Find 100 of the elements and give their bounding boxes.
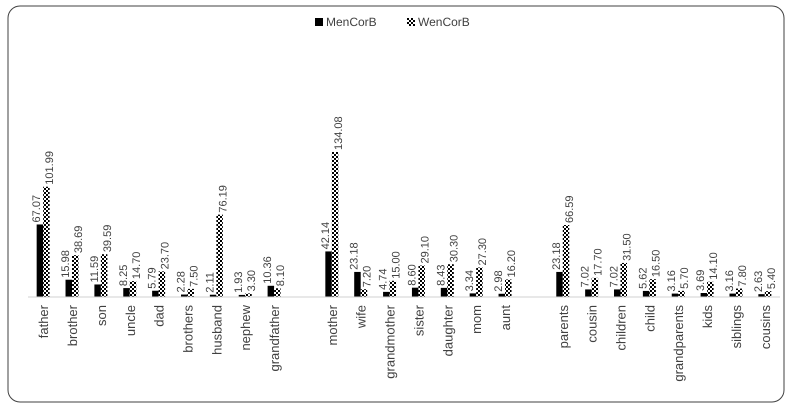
data-label: 7.02 — [580, 266, 592, 288]
bar — [505, 279, 512, 297]
data-label: 30.30 — [448, 234, 460, 262]
x-tick-label: father — [36, 304, 52, 338]
data-label: 8.43 — [435, 264, 448, 286]
data-label: 2.11 — [204, 272, 216, 293]
data-label: 3.16 — [666, 270, 678, 292]
x-tick-label: wife — [354, 305, 369, 330]
data-label: 42.14 — [320, 222, 332, 250]
x-tick-label: grandfather — [267, 304, 282, 372]
data-label: 39.59 — [102, 224, 114, 252]
data-label: 2.98 — [493, 270, 506, 292]
data-label: 38.69 — [73, 226, 86, 254]
bar — [268, 286, 274, 297]
data-label: 16.50 — [650, 250, 662, 278]
bar — [390, 280, 396, 297]
x-tick-label: grandmother — [382, 304, 398, 379]
bar — [412, 288, 418, 297]
data-label: 23.18 — [550, 242, 563, 270]
data-label: 8.60 — [406, 264, 418, 286]
x-tick-label: children — [614, 305, 629, 351]
bar — [360, 289, 368, 297]
bar — [440, 288, 448, 297]
bar — [614, 289, 621, 297]
x-tick-label: uncle — [122, 305, 138, 336]
x-tick-label: dad — [152, 305, 167, 327]
data-label: 2.63 — [752, 270, 765, 292]
bar — [100, 254, 108, 297]
bar — [764, 291, 772, 297]
data-label: 3.69 — [695, 270, 708, 292]
x-tick-label: cousin — [584, 305, 600, 343]
x-tick-label: mom — [469, 305, 484, 334]
bar — [130, 281, 136, 297]
bar — [325, 251, 332, 297]
x-tick-label: mother — [324, 304, 340, 346]
data-label: 27.30 — [477, 238, 490, 266]
bar — [94, 284, 101, 297]
data-label: 76.19 — [217, 185, 230, 213]
data-label: 23.18 — [348, 242, 361, 270]
x-tick-label: kids — [700, 304, 716, 328]
data-label: 67.07 — [31, 194, 44, 222]
data-label: 3.16 — [724, 270, 736, 292]
data-label: 8.10 — [275, 264, 288, 286]
x-tick-label: daughter — [440, 304, 456, 356]
data-label: 4.74 — [378, 268, 390, 290]
x-tick-label: brothers — [180, 304, 196, 353]
bar — [592, 278, 598, 297]
bar — [649, 279, 656, 297]
bar — [43, 186, 50, 297]
data-label: 101.99 — [44, 151, 56, 185]
x-tick-label: cousins — [758, 304, 773, 350]
x-tick-label: son — [94, 305, 109, 326]
bar — [332, 152, 338, 297]
bar — [556, 272, 563, 297]
bar — [66, 280, 72, 297]
x-tick-label: aunt — [498, 304, 514, 330]
data-label: 5.40 — [766, 268, 778, 290]
x-tick-label: brother — [65, 304, 80, 346]
data-label: 23.70 — [160, 242, 172, 270]
x-tick-label: parents — [556, 304, 571, 348]
data-label: 17.70 — [592, 248, 605, 276]
legend-label: MenCorB — [326, 15, 377, 29]
x-tick-label: siblings — [728, 304, 744, 348]
bar — [274, 288, 281, 297]
bar — [562, 224, 570, 297]
data-label: 7.20 — [362, 266, 374, 288]
data-label: 7.02 — [608, 266, 621, 288]
x-tick-label: grandparents — [671, 304, 686, 382]
bar — [476, 267, 483, 297]
bar — [418, 266, 425, 297]
bar — [158, 271, 166, 297]
x-tick-label: sister — [411, 304, 426, 336]
data-label: 3.30 — [246, 270, 258, 292]
data-label: 14.10 — [708, 252, 720, 280]
data-label: 10.36 — [262, 256, 274, 284]
data-label: 11.59 — [88, 256, 101, 282]
data-label: 3.34 — [464, 270, 476, 292]
bar — [736, 288, 742, 297]
data-label: 1.93 — [233, 271, 246, 293]
data-label: 7.80 — [736, 265, 749, 287]
bar — [620, 262, 627, 297]
data-label: 2.28 — [175, 271, 188, 293]
bar — [447, 264, 454, 297]
data-label: 134.08 — [332, 116, 345, 150]
legend-label: WenCorB — [418, 15, 470, 29]
data-label: 29.10 — [419, 236, 432, 264]
data-label: 31.50 — [622, 233, 634, 261]
bar — [36, 224, 44, 297]
data-label: 5.70 — [679, 267, 692, 289]
data-label: 66.59 — [564, 195, 576, 223]
data-label: 8.25 — [118, 264, 130, 286]
bar — [585, 289, 592, 297]
bar — [642, 290, 650, 297]
bar — [707, 282, 714, 297]
bar — [72, 255, 79, 297]
x-tick-label: husband — [209, 305, 224, 355]
data-label: 16.20 — [506, 250, 518, 278]
data-label: 5.62 — [637, 268, 650, 289]
x-tick-label: child — [642, 305, 658, 332]
bar — [152, 290, 159, 297]
